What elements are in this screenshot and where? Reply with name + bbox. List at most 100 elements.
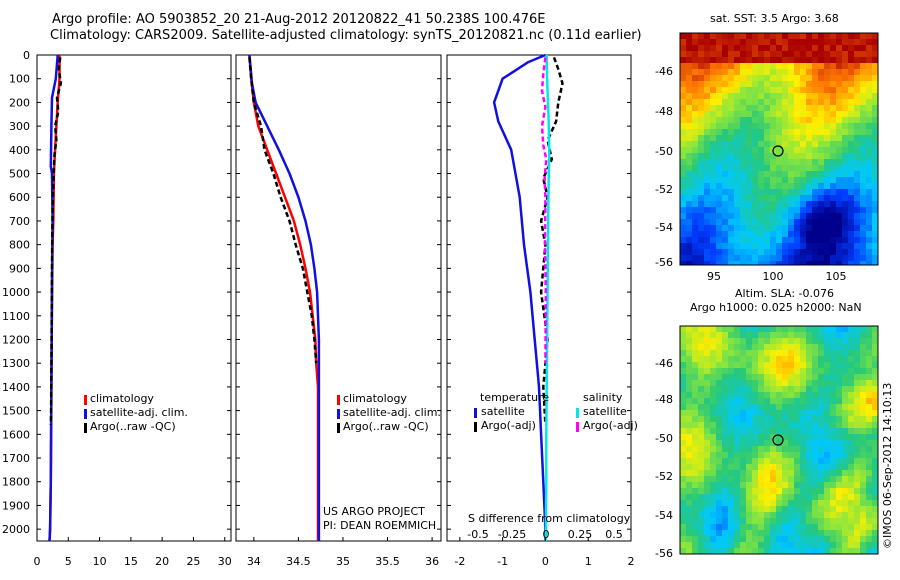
map-cell — [872, 261, 878, 265]
map-cell — [770, 350, 776, 356]
map-cell — [752, 129, 758, 135]
map-cell — [776, 75, 782, 81]
map-cell — [770, 75, 776, 81]
map-cell — [794, 201, 800, 207]
map-cell — [872, 243, 878, 249]
map-cell — [752, 135, 758, 141]
map-cell — [740, 261, 746, 265]
map-cell — [842, 165, 848, 171]
map-cell — [812, 39, 818, 45]
map-cell — [722, 105, 728, 111]
map-cell — [710, 33, 716, 39]
map-cell — [686, 464, 692, 470]
map-cell — [788, 207, 794, 213]
map-cell — [734, 201, 740, 207]
map-cell — [788, 141, 794, 147]
map-cell — [770, 87, 776, 93]
map-cell — [704, 147, 710, 153]
map-cell — [710, 225, 716, 231]
map-cell — [758, 75, 764, 81]
map-cell — [788, 332, 794, 338]
map-cell — [806, 237, 812, 243]
project-label: US ARGO PROJECT — [323, 505, 425, 518]
map-cell — [800, 87, 806, 93]
temperature-difference-tick-label: -1 — [497, 555, 508, 568]
map-cell — [746, 386, 752, 392]
map-cell — [692, 500, 698, 506]
map-cell — [818, 542, 824, 548]
map-cell — [734, 374, 740, 380]
map-cell — [698, 524, 704, 530]
map-cell — [866, 237, 872, 243]
map-cell — [770, 63, 776, 69]
map-cell — [692, 51, 698, 57]
map-cell — [794, 99, 800, 105]
map-cell — [824, 219, 830, 225]
map-cell — [734, 452, 740, 458]
map-cell — [716, 524, 722, 530]
map-cell — [872, 129, 878, 135]
map-cell — [704, 93, 710, 99]
map-cell — [740, 75, 746, 81]
map-cell — [722, 530, 728, 536]
map-cell — [758, 117, 764, 123]
map-cell — [854, 374, 860, 380]
map-cell — [818, 105, 824, 111]
map-cell — [722, 410, 728, 416]
map-cell — [722, 458, 728, 464]
map-cell — [710, 75, 716, 81]
map-cell — [704, 332, 710, 338]
map-cell — [776, 422, 782, 428]
map-cell — [836, 374, 842, 380]
map-cell — [758, 332, 764, 338]
map-cell — [722, 434, 728, 440]
map-cell — [704, 243, 710, 249]
map-cell — [746, 470, 752, 476]
map-cell — [794, 464, 800, 470]
map-cell — [782, 189, 788, 195]
map-cell — [782, 261, 788, 265]
map-cell — [824, 225, 830, 231]
map-cell — [728, 177, 734, 183]
map-cell — [716, 452, 722, 458]
map-cell — [842, 261, 848, 265]
map-cell — [854, 494, 860, 500]
map-cell — [704, 404, 710, 410]
legend-temperature-header: temperature — [480, 391, 550, 404]
map-cell — [800, 374, 806, 380]
map-cell — [830, 452, 836, 458]
map-cell — [764, 213, 770, 219]
map-cell — [848, 362, 854, 368]
plot-frame-1 — [36, 54, 232, 542]
map-cell — [680, 57, 686, 63]
map-cell — [686, 518, 692, 524]
map-cell — [704, 225, 710, 231]
map-cell — [800, 249, 806, 255]
map-cell — [692, 350, 698, 356]
salinity-difference-tick-label: 0.25 — [568, 528, 593, 541]
map-cell — [860, 386, 866, 392]
map-cell — [806, 482, 812, 488]
map-cell — [764, 183, 770, 189]
temperature-difference-tick-label: 2 — [628, 555, 635, 568]
map-cell — [800, 123, 806, 129]
map-cell — [830, 392, 836, 398]
map-cell — [824, 189, 830, 195]
map-cell — [686, 428, 692, 434]
map-cell — [860, 243, 866, 249]
map-cell — [794, 225, 800, 231]
map-cell — [824, 326, 830, 332]
map-cell — [872, 165, 878, 171]
map-cell — [746, 488, 752, 494]
map-cell — [848, 33, 854, 39]
map-cell — [728, 434, 734, 440]
map-cell — [746, 398, 752, 404]
map-cell — [680, 219, 686, 225]
map-cell — [800, 410, 806, 416]
map-cell — [710, 512, 716, 518]
map-cell — [722, 147, 728, 153]
map-cell — [686, 87, 692, 93]
map-cell — [698, 225, 704, 231]
map-cell — [758, 410, 764, 416]
